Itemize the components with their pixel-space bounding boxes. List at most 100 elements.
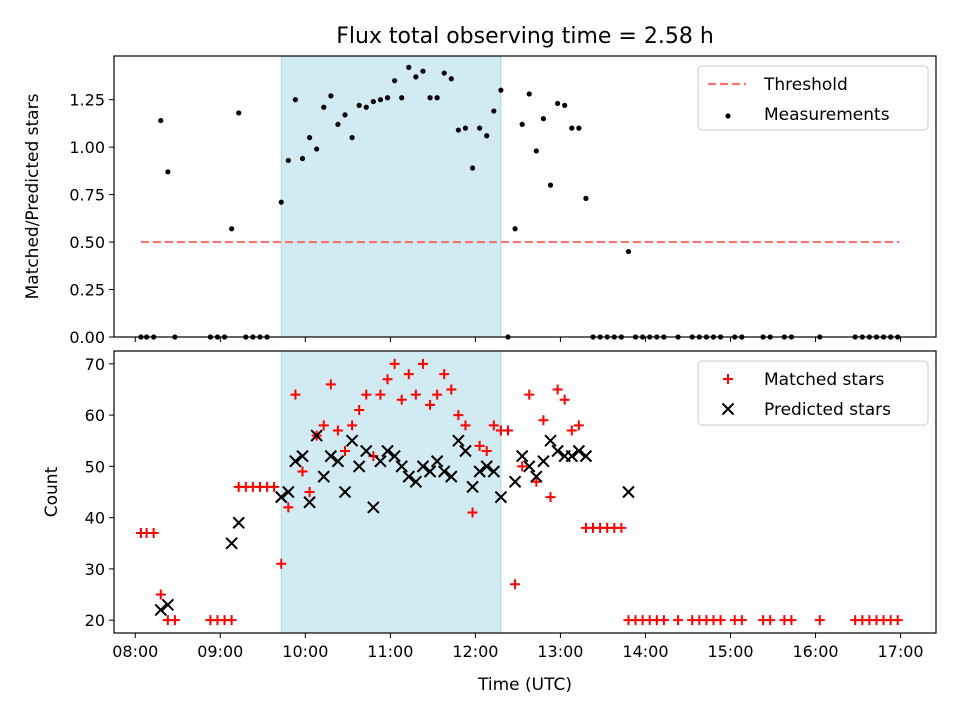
data-point [547, 182, 554, 188]
x-tick-label: 17:00 [878, 642, 924, 661]
data-point [392, 78, 398, 84]
data-point [155, 589, 166, 600]
data-point [338, 485, 352, 499]
data-point [410, 389, 421, 400]
data-point [446, 384, 457, 395]
data-point [452, 434, 465, 447]
y-axis-label: Matched/Predicted stars [23, 93, 43, 299]
data-point [148, 528, 159, 539]
data-point [345, 434, 359, 447]
legend-box [697, 360, 929, 426]
axes-frame [113, 55, 937, 338]
data-point [417, 358, 428, 369]
legend-marker [725, 113, 731, 119]
data-point [342, 112, 348, 118]
data-point [363, 104, 369, 110]
data-point [477, 125, 483, 131]
y-tick-label: 0.75 [69, 186, 105, 205]
data-point [367, 501, 380, 514]
data-point [427, 95, 433, 101]
data-point [484, 133, 490, 139]
data-point [583, 195, 589, 201]
y-tick-label: 70 [85, 355, 105, 374]
data-point [736, 615, 747, 626]
data-point [565, 449, 578, 463]
data-point [416, 460, 430, 473]
data-point [269, 481, 280, 492]
data-point [622, 485, 635, 499]
data-point [384, 95, 391, 101]
data-point [282, 485, 295, 499]
data-point [161, 598, 175, 612]
legend-marker [723, 374, 733, 384]
data-point [491, 108, 497, 114]
data-point [381, 444, 394, 458]
data-point [616, 522, 627, 533]
data-point [488, 420, 499, 431]
data-point [275, 490, 288, 504]
data-point [715, 615, 726, 626]
data-point [370, 98, 376, 105]
data-point [551, 444, 564, 458]
data-point [354, 404, 365, 415]
series-matched-stars [135, 358, 903, 626]
data-point [402, 470, 415, 483]
data-point [328, 93, 334, 99]
data-point [438, 465, 451, 478]
y-tick-label: 50 [85, 457, 105, 476]
data-point [466, 480, 479, 494]
data-point [430, 455, 444, 468]
data-point [510, 579, 521, 590]
y-tick-label: 20 [85, 611, 105, 630]
data-point [317, 470, 330, 483]
data-point [335, 121, 341, 127]
data-point [530, 470, 543, 483]
data-point [494, 490, 508, 504]
data-point [625, 248, 632, 255]
data-point [331, 455, 345, 468]
y-tick-label: 60 [85, 406, 105, 425]
data-point [544, 434, 557, 447]
data-point [158, 117, 164, 124]
shaded-interval [280, 55, 502, 338]
data-point [340, 445, 351, 456]
data-point [673, 615, 684, 626]
data-point [276, 558, 287, 569]
y-tick-label: 0.25 [69, 281, 105, 300]
data-point [283, 502, 294, 513]
data-point [448, 76, 454, 82]
legend-label: Matched stars [764, 370, 884, 390]
data-point [533, 148, 539, 154]
data-point [554, 100, 561, 107]
x-tick-label: 08:00 [112, 642, 158, 661]
x-tick-label: 16:00 [792, 642, 838, 661]
legend: Matched stars Predicted stars [697, 360, 929, 426]
data-point [409, 475, 423, 488]
data-point [467, 507, 478, 518]
data-point [325, 379, 336, 390]
data-point [165, 169, 171, 175]
data-point [352, 460, 366, 473]
data-point [481, 445, 492, 456]
data-point [303, 496, 316, 509]
data-point [572, 444, 586, 458]
data-point [360, 444, 373, 458]
data-point [455, 127, 461, 133]
data-point [349, 135, 355, 141]
data-point [423, 465, 437, 478]
data-point [292, 97, 299, 103]
data-point [377, 97, 384, 103]
data-point [462, 125, 469, 131]
y-tick-label: 0.50 [69, 233, 105, 252]
data-point [566, 425, 577, 436]
axes-frame [113, 350, 937, 634]
data-point [413, 74, 419, 80]
legend-label: Predicted stars [764, 400, 891, 420]
data-point [285, 157, 291, 164]
data-point [324, 449, 338, 463]
data-point [786, 615, 797, 626]
legend-box [697, 65, 929, 131]
data-point [420, 68, 426, 74]
data-point [278, 199, 284, 205]
